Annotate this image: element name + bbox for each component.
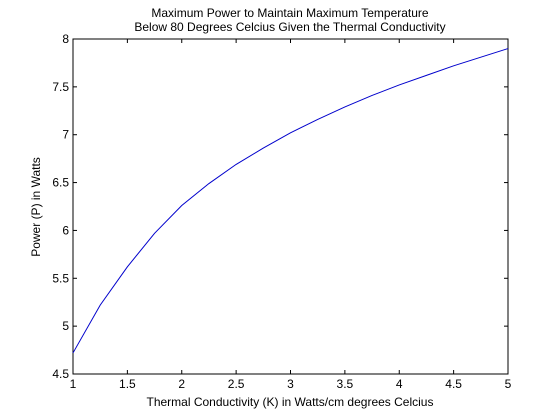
x-tick-label: 2.5 <box>228 377 245 391</box>
chart-title-line-1: Maximum Power to Maintain Maximum Temper… <box>151 6 429 20</box>
y-tick-label: 5 <box>62 319 69 333</box>
x-tick-label: 5 <box>505 377 512 391</box>
y-tick-label: 6.5 <box>52 176 69 190</box>
x-tick-label: 2 <box>178 377 185 391</box>
y-tick-label: 7 <box>62 128 69 142</box>
x-tick-label: 1 <box>70 377 77 391</box>
plot-area: 1 1.5 2 2.5 3 3.5 4 4.5 5 4.5 5 5.5 6 6.5 7 7.5 8 <box>52 32 511 391</box>
x-tick-label: 4.5 <box>445 377 462 391</box>
chart-title-line-2: Below 80 Degrees Celcius Given the Therm… <box>134 20 445 34</box>
series-line <box>72 48 509 354</box>
y-tick-label: 5.5 <box>52 271 69 285</box>
x-axis-label: Thermal Conductivity (K) in Watts/cm deg… <box>147 395 434 409</box>
x-tick-label: 3.5 <box>337 377 354 391</box>
y-axis-label: Power (P) in Watts <box>29 157 43 257</box>
x-tick-label: 4 <box>396 377 403 391</box>
y-tick-label: 8 <box>62 32 69 46</box>
y-tick-label: 4.5 <box>52 367 69 381</box>
x-tick-label: 3 <box>287 377 294 391</box>
axes-box <box>72 38 509 375</box>
y-tick-label: 7.5 <box>52 80 69 94</box>
x-tick-label: 1.5 <box>119 377 136 391</box>
y-tick-label: 6 <box>62 223 69 237</box>
